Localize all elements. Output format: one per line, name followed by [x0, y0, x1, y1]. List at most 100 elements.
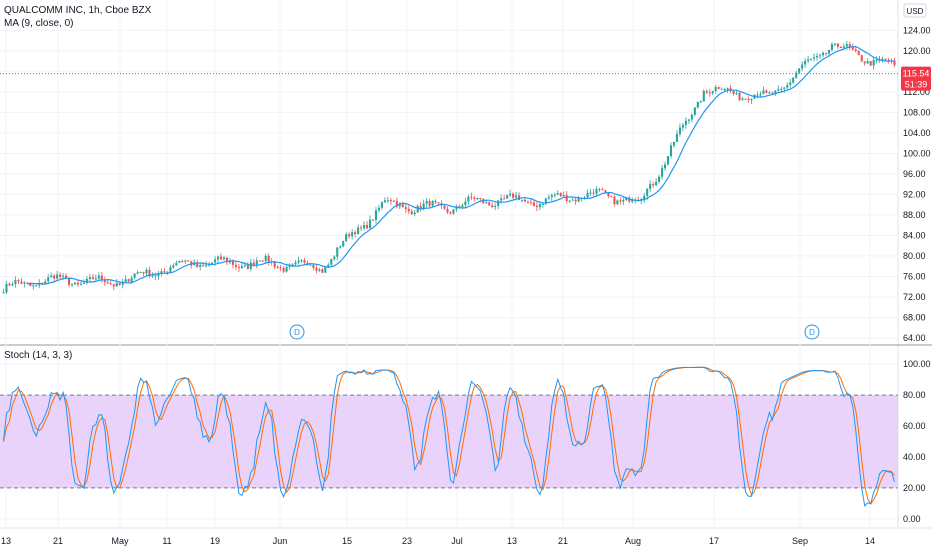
candle-body — [556, 193, 559, 195]
candle-body — [881, 58, 884, 60]
candle-body — [708, 92, 711, 94]
candle-body — [723, 88, 726, 90]
price-tick-label: 84.00 — [903, 230, 926, 240]
candle-body — [500, 198, 503, 201]
dividend-marker-sep[interactable]: D — [804, 324, 820, 340]
candle-body — [145, 269, 148, 274]
candle-body — [312, 264, 315, 268]
candle-body — [625, 197, 628, 200]
price-tick-label: 92.00 — [903, 189, 926, 199]
candle-body — [678, 127, 681, 134]
candle-body — [297, 260, 300, 263]
candle-body — [267, 255, 270, 263]
candle-body — [187, 260, 190, 262]
price-tick-label: 68.00 — [903, 312, 926, 322]
stoch-tick-label: 80.00 — [903, 390, 926, 400]
currency-button[interactable]: USD — [903, 3, 927, 18]
candle-body — [827, 49, 830, 54]
time-axis-labels[interactable]: 13 21 May 11 19 Jun 15 23 Jul 13 21 Aug 17 Sep 14 — [1, 536, 875, 546]
candle-body — [607, 192, 610, 197]
stoch-axis-labels[interactable]: 100.00 80.00 60.00 40.00 20.00 0.00 — [903, 359, 931, 524]
candle-body — [208, 264, 211, 266]
candle-body — [592, 192, 595, 194]
candle-body — [410, 211, 413, 215]
candle-body — [127, 279, 130, 282]
candle-body — [163, 271, 166, 273]
candle-body — [366, 225, 369, 229]
candle-body — [68, 278, 71, 285]
symbol-title[interactable]: QUALCOMM INC, 1h, Cboe BZX — [4, 5, 152, 16]
candle-body — [714, 87, 717, 92]
candle-body — [193, 262, 196, 266]
stoch-legend[interactable]: Stoch (14, 3, 3) — [4, 350, 72, 361]
candle-body — [461, 205, 464, 207]
candle-body — [604, 190, 607, 193]
candle-body — [509, 193, 512, 196]
candle-body — [550, 195, 553, 198]
candle-body — [106, 282, 109, 284]
candle-body — [38, 282, 41, 286]
candle-body — [422, 203, 425, 209]
candle-body — [458, 206, 461, 208]
candle-body — [243, 265, 246, 267]
candle-body — [62, 275, 65, 277]
dividend-marker-jun[interactable]: D — [289, 324, 305, 340]
candle-body — [506, 195, 509, 199]
candle-body — [565, 195, 568, 202]
candle-body — [97, 275, 100, 279]
candle-body — [228, 261, 232, 263]
ma-legend[interactable]: MA (9, close, 0) — [4, 18, 73, 29]
candle-body — [5, 283, 8, 293]
candle-body — [863, 61, 866, 64]
candle-body — [503, 198, 506, 200]
candle-body — [732, 91, 735, 94]
price-tick-label: 64.00 — [903, 333, 926, 343]
candle-body — [222, 257, 226, 260]
candle-body — [82, 282, 85, 284]
candle-body — [175, 262, 178, 266]
candle-body — [136, 272, 139, 274]
candle-body — [118, 282, 121, 285]
candle-body — [675, 133, 679, 142]
candle-body — [103, 279, 106, 283]
stoch-d-line — [3, 366, 895, 506]
price-tick-label: 76.00 — [903, 271, 926, 281]
candle-body — [348, 234, 351, 237]
candle-body — [115, 282, 118, 287]
time-tick-label: 13 — [1, 536, 11, 546]
candle-body — [589, 192, 592, 194]
candle-body — [488, 202, 491, 206]
candle-body — [717, 87, 720, 89]
stoch-tick-label: 20.00 — [903, 483, 926, 493]
candle-body — [428, 201, 431, 206]
stoch-tick-label: 60.00 — [903, 421, 926, 431]
candle-body — [395, 200, 398, 207]
candle-body — [789, 82, 792, 85]
candle-body — [684, 120, 687, 126]
time-tick-label: Sep — [792, 536, 808, 546]
candle-body — [333, 256, 336, 260]
candle-body — [559, 193, 562, 197]
candle-body — [88, 277, 91, 280]
candle-body — [172, 265, 175, 268]
candle-body — [851, 47, 854, 50]
candle-body — [363, 225, 366, 229]
candle-body — [553, 194, 556, 196]
price-tick-label: 104.00 — [903, 128, 931, 138]
time-tick-label: 15 — [342, 536, 352, 546]
candle-body — [798, 68, 801, 73]
candle-body — [872, 60, 875, 66]
candle-body — [824, 52, 828, 54]
candle-body — [497, 200, 500, 206]
candle-body — [398, 204, 401, 207]
candle-body — [756, 94, 759, 96]
candle-body — [842, 46, 845, 48]
candle-body — [294, 262, 297, 265]
candle-body — [14, 280, 17, 285]
candle-body — [711, 91, 714, 94]
candle-body — [50, 275, 53, 278]
ma-line-group — [27, 45, 895, 285]
candle-body — [336, 247, 339, 257]
price-tick-label: 80.00 — [903, 251, 926, 261]
candle-body — [774, 90, 777, 94]
